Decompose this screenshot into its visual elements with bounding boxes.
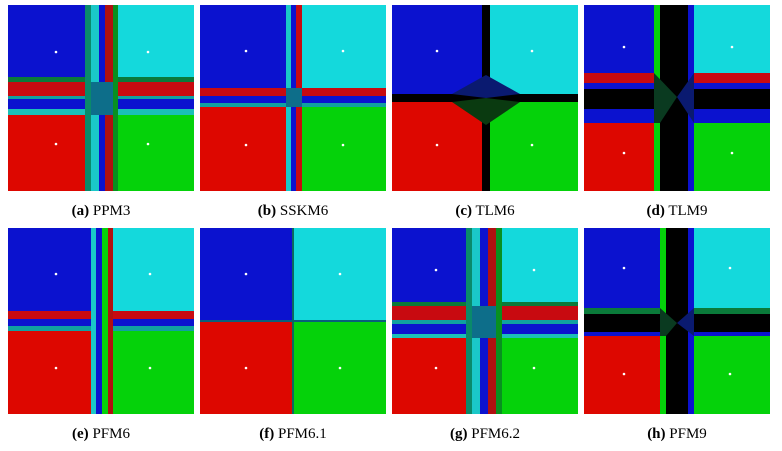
panel-f-caption: (f) PFM6.1 (200, 426, 386, 443)
panel-d-label: TLM9 (668, 203, 708, 219)
panel-h-caption: (h) PFM9 (584, 426, 770, 443)
panel-c-image (392, 5, 578, 191)
panel-f: (f) PFM6.1 (200, 228, 386, 442)
panel-a: (a) PPM3 (8, 5, 194, 219)
panel-g-label: PFM6.2 (471, 426, 521, 442)
panel-d-letter: (d) (646, 203, 665, 219)
panel-c-letter: (c) (455, 203, 472, 219)
panel-b-image (200, 5, 386, 191)
panel-h: (h) PFM9 (584, 228, 770, 442)
panel-h-label: PFM9 (669, 426, 707, 442)
panel-h-letter: (h) (647, 426, 666, 442)
panel-e-letter: (e) (72, 426, 89, 442)
panel-a-label: PPM3 (92, 203, 131, 219)
panel-c-label: TLM6 (475, 203, 515, 219)
panel-d: (d) TLM9 (584, 5, 770, 219)
panel-f-letter: (f) (259, 426, 275, 442)
panel-c-caption: (c) TLM6 (392, 203, 578, 220)
panel-g-letter: (g) (449, 426, 468, 442)
panel-a-image (8, 5, 194, 191)
panel-a-letter: (a) (71, 203, 90, 219)
panel-e-caption: (e) PFM6 (8, 426, 194, 443)
panel-e-label: PFM6 (92, 426, 130, 442)
panel-g-image (392, 228, 578, 414)
panel-b: (b) SSKM6 (200, 5, 386, 219)
panel-f-image (200, 228, 386, 414)
panel-b-caption: (b) SSKM6 (200, 203, 386, 220)
panel-g: (g) PFM6.2 (392, 228, 578, 442)
panel-d-image (584, 5, 770, 191)
panel-e-image (8, 228, 194, 414)
panel-b-label: SSKM6 (279, 203, 329, 219)
panel-c: (c) TLM6 (392, 5, 578, 219)
panel-a-caption: (a) PPM3 (8, 203, 194, 220)
panel-b-letter: (b) (257, 203, 277, 219)
panel-f-label: PFM6.1 (277, 426, 327, 442)
panel-d-caption: (d) TLM9 (584, 203, 770, 220)
panel-h-image (584, 228, 770, 414)
panel-g-caption: (g) PFM6.2 (392, 426, 578, 443)
panel-e: (e) PFM6 (8, 228, 194, 442)
